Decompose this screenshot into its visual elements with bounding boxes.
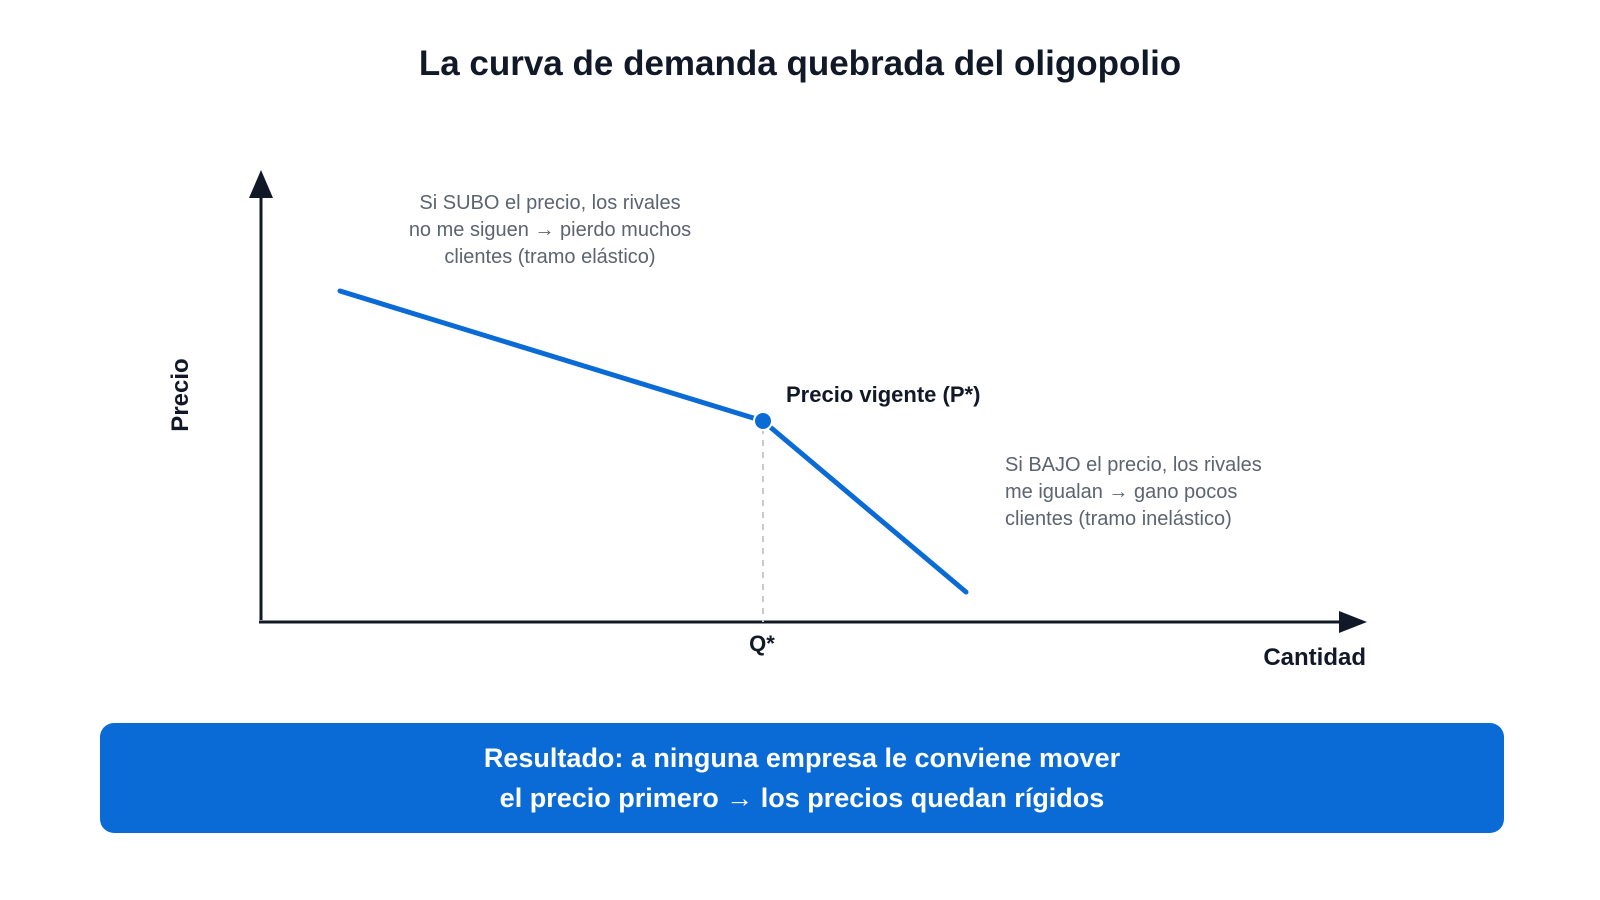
note-line: clientes (tramo inelástico) bbox=[1005, 508, 1232, 530]
x-axis-arrowhead bbox=[1339, 611, 1367, 633]
elastic-segment-note: Si SUBO el precio, los rivales no me sig… bbox=[380, 190, 720, 271]
note-line: Si BAJO el precio, los rivales bbox=[1005, 454, 1262, 476]
diagram-title: La curva de demanda quebrada del oligopo… bbox=[418, 44, 1182, 83]
note-line: no me siguen → pierdo muchos bbox=[408, 219, 692, 241]
note-line: clientes (tramo elástico) bbox=[444, 246, 656, 268]
elastic-demand-segment bbox=[337, 288, 766, 424]
note-line: me igualan → gano pocos bbox=[1005, 481, 1238, 503]
result-banner: Resultado: a ninguna empresa le conviene… bbox=[100, 723, 1504, 833]
kink-price-label: Precio vigente (P*) bbox=[786, 382, 981, 407]
kink-point bbox=[753, 411, 773, 431]
result-line: Resultado: a ninguna empresa le conviene… bbox=[483, 743, 1121, 773]
y-axis-label: Precio bbox=[167, 358, 194, 432]
x-axis-label: Cantidad bbox=[1263, 644, 1366, 671]
result-line: el precio primero → los precios quedan r… bbox=[499, 783, 1105, 813]
inelastic-segment-note: Si BAJO el precio, los rivales me iguala… bbox=[1005, 452, 1335, 533]
q-star-label: Q* bbox=[749, 631, 775, 656]
note-line: Si SUBO el precio, los rivales bbox=[419, 192, 681, 214]
inelastic-demand-segment bbox=[760, 418, 969, 595]
y-axis-arrowhead bbox=[249, 170, 273, 198]
